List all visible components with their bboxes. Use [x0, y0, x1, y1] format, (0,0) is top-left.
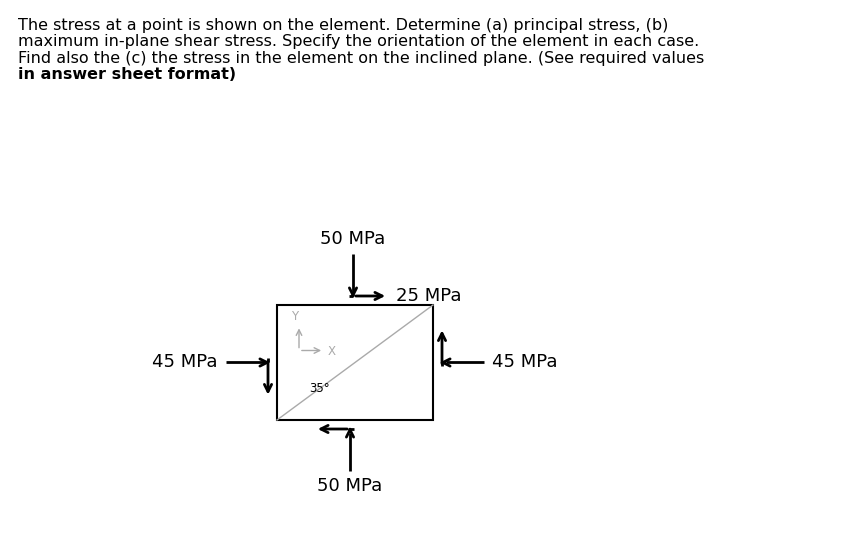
Text: Y: Y	[291, 311, 298, 323]
Text: 45 MPa: 45 MPa	[152, 353, 218, 372]
Bar	[277, 305, 433, 420]
Text: The stress at a point is shown on the element. Determine (a) principal stress, (: The stress at a point is shown on the el…	[18, 18, 668, 33]
Text: 50 MPa: 50 MPa	[320, 230, 385, 248]
Text: in answer sheet format): in answer sheet format)	[18, 67, 236, 83]
Text: 35°: 35°	[309, 382, 329, 395]
Text: 25 MPa: 25 MPa	[396, 287, 462, 305]
Text: 45 MPa: 45 MPa	[492, 353, 557, 372]
Text: maximum in-plane shear stress. Specify the orientation of the element in each ca: maximum in-plane shear stress. Specify t…	[18, 35, 700, 49]
Text: 50 MPa: 50 MPa	[318, 477, 383, 495]
Text: X: X	[328, 345, 336, 358]
Text: Find also the (c) the stress in the element on the inclined plane. (See required: Find also the (c) the stress in the elem…	[18, 51, 704, 66]
